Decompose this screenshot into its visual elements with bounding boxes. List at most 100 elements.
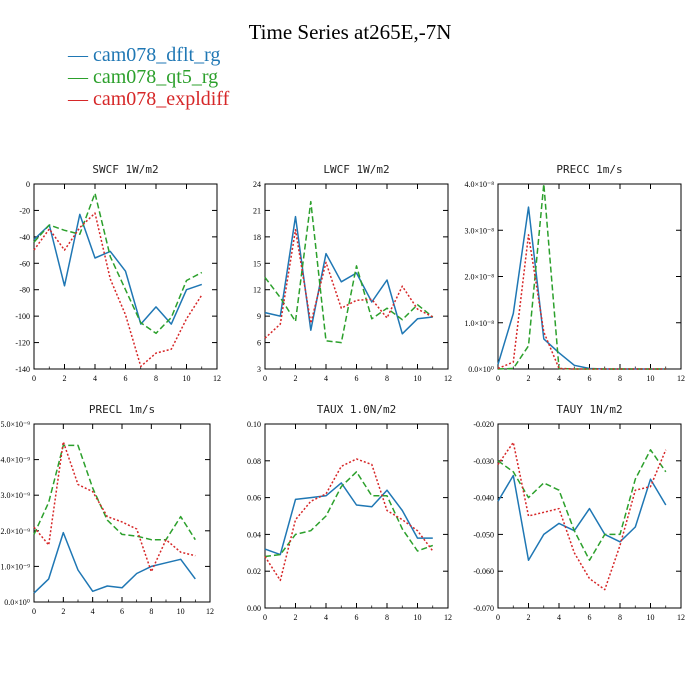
panel-tauy-ytick-label: -0.020 xyxy=(473,420,494,429)
panel-swcf-xtick-label: 6 xyxy=(124,374,128,383)
panel-precl-ytick-label: 2.0×10⁻⁹ xyxy=(0,527,30,536)
panel-swcf-ytick-label: -100 xyxy=(15,312,30,321)
panel-taux-ytick-label: 0.00 xyxy=(247,604,261,613)
panel-taux: TAUX 1.0N/m2 0 2 4 6 8 10 12 0.00 0.02 0.04 0.06 0.0… xyxy=(247,403,452,622)
panel-precl-xtick-label: 12 xyxy=(206,607,214,616)
panel-lwcf-ytick-label: 21 xyxy=(253,206,261,215)
panel-swcf-xtick-label: 0 xyxy=(32,374,36,383)
panel-precl-frame xyxy=(33,423,211,603)
panel-swcf-series-expldiff xyxy=(33,212,203,368)
panel-precl-ytick-label: 0.0×10⁰ xyxy=(4,598,30,607)
panel-swcf-ytick-label: 0 xyxy=(26,180,30,189)
panel-swcf-title: SWCF 1W/m2 xyxy=(92,163,158,176)
panel-swcf-xtick-label: 2 xyxy=(63,374,67,383)
panel-swcf-series-qt5 xyxy=(33,192,203,335)
panel-precl-xtick-label: 8 xyxy=(149,607,153,616)
legend-entry-expldiff: — cam078_expldiff xyxy=(68,88,229,111)
panel-swcf-ytick-label: -40 xyxy=(19,233,30,242)
panel-taux-ytick-label: 0.02 xyxy=(247,567,261,576)
panel-lwcf-ytick-label: 12 xyxy=(253,286,261,295)
panel-taux-title: TAUX 1.0N/m2 xyxy=(317,403,396,416)
legend-label-dflt: cam078_dflt_rg xyxy=(93,44,221,66)
panel-tauy-xtick-label: 0 xyxy=(496,613,500,622)
panel-precc-title: PRECC 1m/s xyxy=(556,163,622,176)
panel-lwcf-series-expldiff xyxy=(264,229,434,339)
panel-precl-title: PRECL 1m/s xyxy=(89,403,155,416)
panel-lwcf-ytick-label: 15 xyxy=(253,259,261,268)
panel-precl-xtick-label: 10 xyxy=(177,607,185,616)
panel-taux-ytick-label: 0.08 xyxy=(247,457,261,466)
legend-label-qt5: cam078_qt5_rg xyxy=(93,66,219,88)
panel-taux-series-expldiff xyxy=(264,458,434,582)
panel-lwcf-xtick-label: 12 xyxy=(444,374,452,383)
panel-tauy-ytick-label: -0.060 xyxy=(473,567,494,576)
panel-precc-xtick-label: 10 xyxy=(647,374,655,383)
panel-tauy-series-dflt xyxy=(497,474,667,561)
panel-lwcf-xtick-label: 8 xyxy=(385,374,389,383)
panel-swcf-ytick-label: -20 xyxy=(19,206,30,215)
panel-precl-xtick-label: 0 xyxy=(32,607,36,616)
panel-swcf-xtick-label: 10 xyxy=(183,374,191,383)
panel-precl-ytick-label: 1.0×10⁻⁹ xyxy=(0,562,30,571)
panel-swcf-ytick-label: -60 xyxy=(19,259,30,268)
panel-lwcf-xtick-label: 6 xyxy=(355,374,359,383)
panel-tauy-series-qt5 xyxy=(497,449,667,561)
panel-taux-series-qt5 xyxy=(264,471,434,558)
panel-swcf-xtick-label: 12 xyxy=(213,374,221,383)
panel-precl-ytick-label: 4.0×10⁻⁹ xyxy=(0,456,30,465)
panel-swcf-ytick-label: -120 xyxy=(15,339,30,348)
panel-tauy-series-expldiff xyxy=(497,441,667,591)
legend-label-expldiff: cam078_expldiff xyxy=(93,88,230,110)
panel-taux-xtick-label: 12 xyxy=(444,613,452,622)
panel-swcf-xtick-label: 8 xyxy=(154,374,158,383)
panel-tauy-xtick-label: 8 xyxy=(618,613,622,622)
panel-tauy-ytick-label: -0.040 xyxy=(473,494,494,503)
panel-tauy-frame xyxy=(497,423,682,609)
panel-taux-series-dflt xyxy=(264,482,433,556)
panel-taux-xtick-label: 6 xyxy=(355,613,359,622)
panel-lwcf-xtick-label: 0 xyxy=(263,374,267,383)
panel-lwcf-ytick-label: 24 xyxy=(253,180,261,189)
panel-lwcf-series-qt5 xyxy=(264,200,434,344)
legend-line-expldiff: — xyxy=(68,88,93,110)
panel-tauy-xtick-label: 10 xyxy=(647,613,655,622)
panel-precc-xtick-label: 6 xyxy=(588,374,592,383)
panel-tauy-xtick-label: 2 xyxy=(527,613,531,622)
panel-swcf-series-dflt xyxy=(33,213,203,325)
panel-lwcf-ytick-label: 3 xyxy=(257,365,261,374)
panel-taux-frame xyxy=(264,423,449,609)
panel-precc-series-qt5 xyxy=(497,183,666,370)
legend-entry-dflt: — cam078_dflt_rg xyxy=(68,44,220,67)
panel-lwcf-title: LWCF 1W/m2 xyxy=(323,163,389,176)
panel-precc-xtick-label: 4 xyxy=(557,374,561,383)
legend-entry-qt5: — cam078_qt5_rg xyxy=(68,66,218,89)
panel-precc-ytick-label: 0.0×10⁰ xyxy=(468,365,494,374)
panel-swcf-ytick-label: -140 xyxy=(15,365,30,374)
panel-precc-ytick-label: 1.0×10⁻⁸ xyxy=(464,319,494,328)
panel-tauy-xtick-label: 4 xyxy=(557,613,561,622)
panel-swcf-ytick-label: -80 xyxy=(19,286,30,295)
figure-title: Time Series at265E,-7N xyxy=(248,20,452,44)
panel-tauy-ytick-label: -0.070 xyxy=(473,604,494,613)
legend-line-dflt: — xyxy=(68,44,93,66)
panel-taux-xtick-label: 8 xyxy=(385,613,389,622)
panel-tauy-ytick-label: -0.030 xyxy=(473,457,494,466)
panel-lwcf-frame xyxy=(264,183,449,370)
panel-taux-xtick-label: 0 xyxy=(263,613,267,622)
panel-precc-xtick-label: 12 xyxy=(677,374,685,383)
legend-line-qt5: — xyxy=(68,66,93,88)
panel-precl-xtick-label: 2 xyxy=(61,607,65,616)
panel-precc-series-dflt xyxy=(497,206,666,370)
panel-precc-frame xyxy=(497,183,682,370)
panel-precl-series-expldiff xyxy=(33,441,196,573)
panel-taux-ytick-label: 0.10 xyxy=(247,420,261,429)
panel-precc-xtick-label: 8 xyxy=(618,374,622,383)
panel-taux-ytick-label: 0.06 xyxy=(247,494,261,503)
panel-precl-ytick-label: 3.0×10⁻⁹ xyxy=(0,491,30,500)
panel-lwcf-ytick-label: 18 xyxy=(253,233,261,242)
panel-precc-ytick-label: 4.0×10⁻⁸ xyxy=(464,180,494,189)
panel-taux-xtick-label: 4 xyxy=(324,613,328,622)
panel-precc-xtick-label: 2 xyxy=(527,374,531,383)
